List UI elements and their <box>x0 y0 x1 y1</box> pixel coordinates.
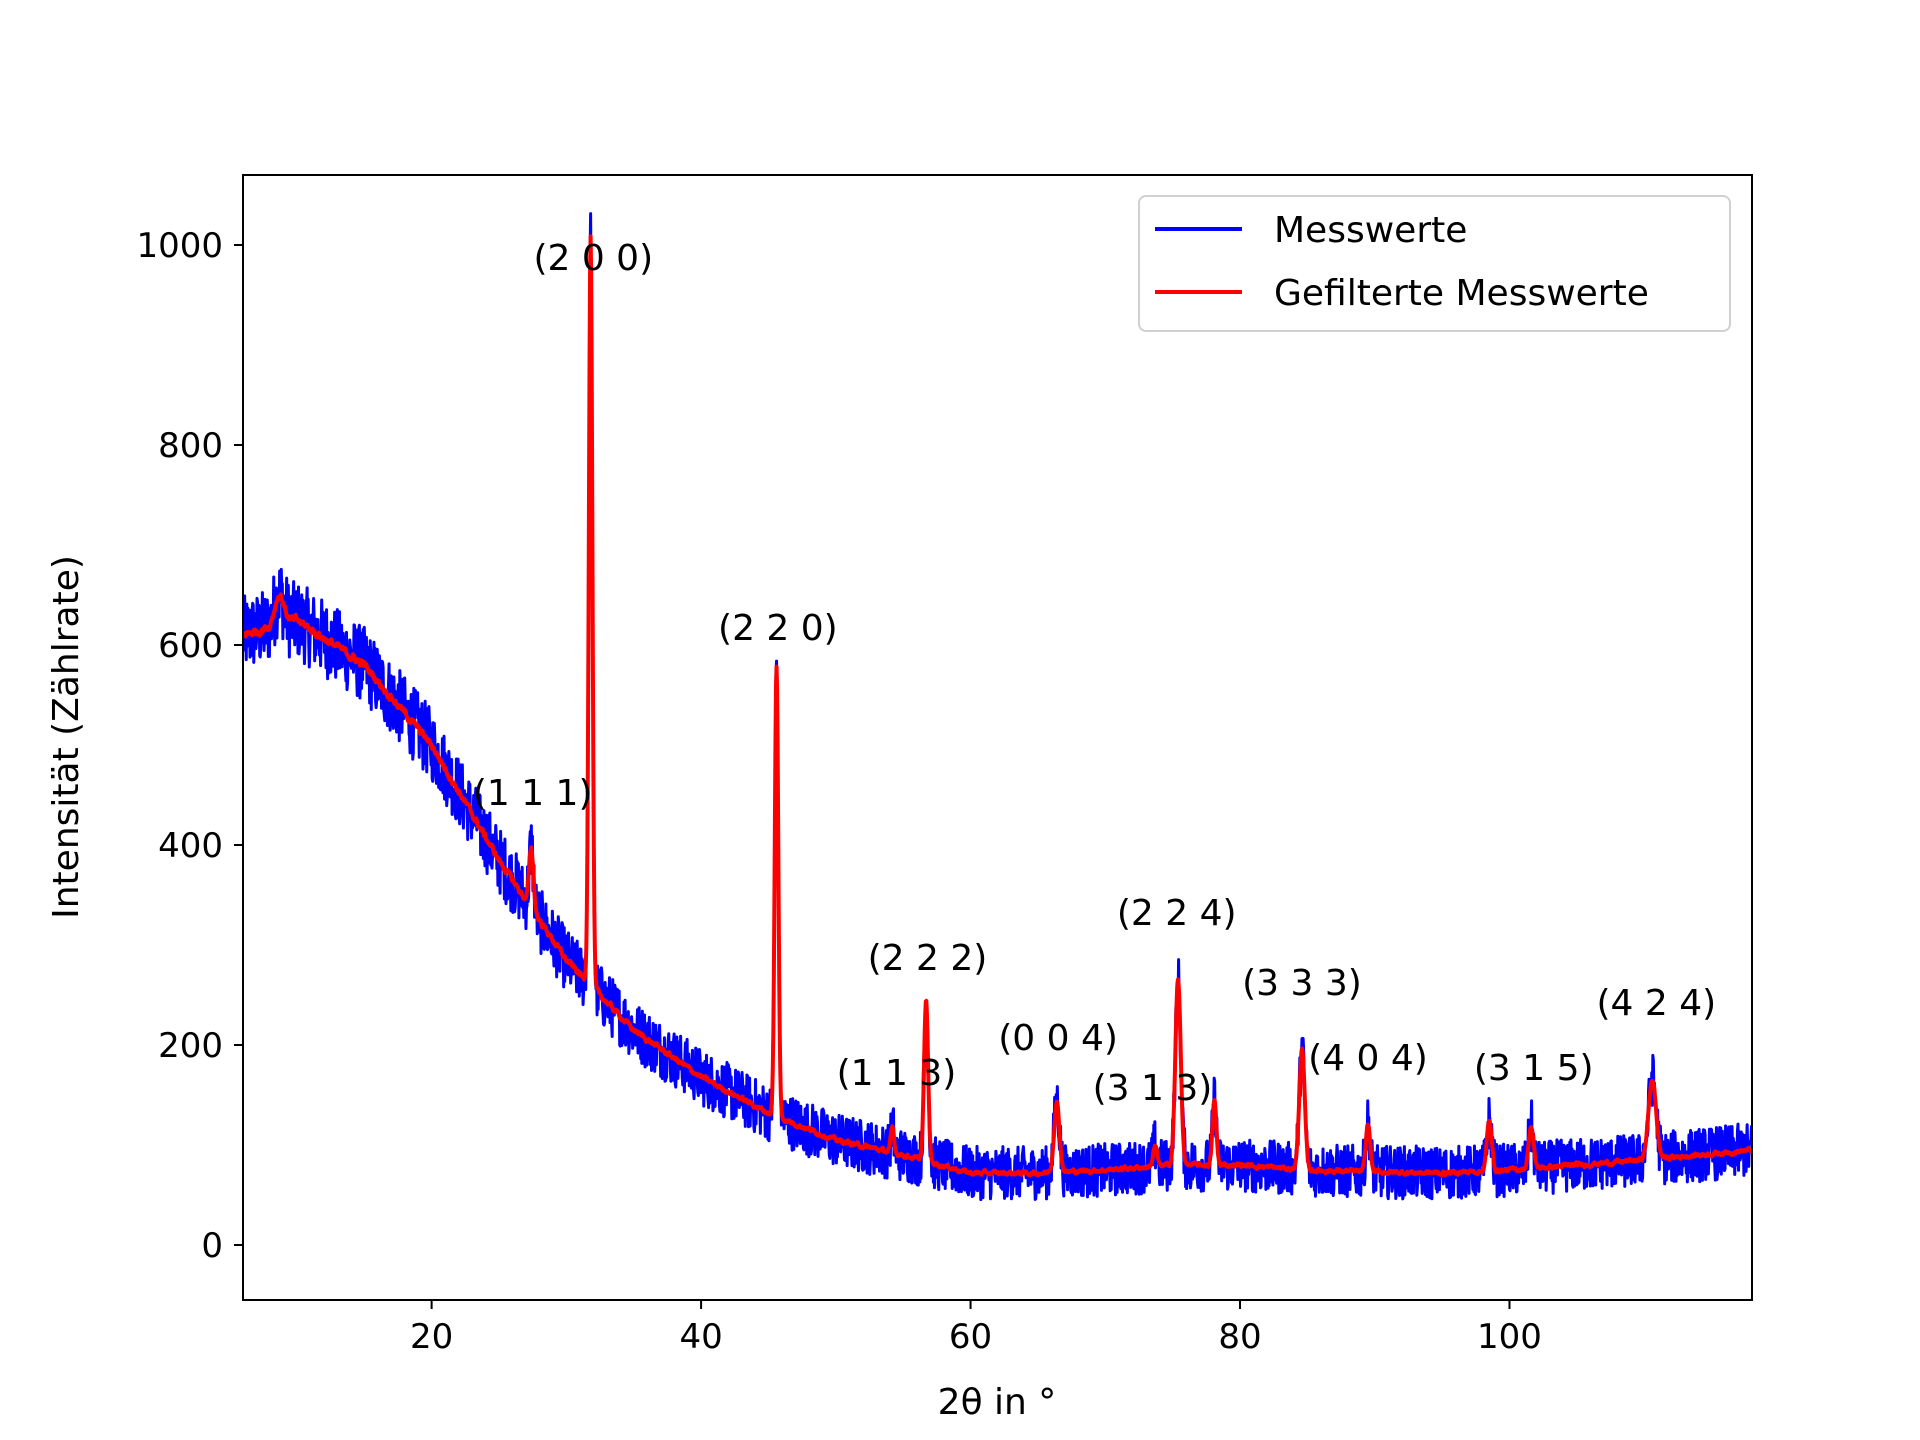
plot-frame <box>242 174 1753 1301</box>
legend: Messwerte Gefilterte Messwerte <box>1138 195 1731 332</box>
series-line-gefilterte-messwerte <box>243 234 1752 1178</box>
peak-label: (2 2 2) <box>868 938 988 979</box>
y-tick-label: 1000 <box>136 226 223 266</box>
legend-frame <box>1138 195 1731 332</box>
peak-label: (1 1 1) <box>473 773 593 814</box>
series-line-messwerte <box>243 212 1752 1202</box>
x-tick-label: 20 <box>410 1317 453 1357</box>
y-tick-label: 200 <box>158 1026 223 1066</box>
y-axis-label: Intensität (Zählrate) <box>46 555 87 919</box>
x-tick-label: 100 <box>1477 1317 1542 1357</box>
legend-label-gefilterte-messwerte: Gefilterte Messwerte <box>1274 273 1649 314</box>
x-axis-ticks: 20 40 60 80 100 <box>410 1300 1542 1357</box>
peak-label: (3 1 5) <box>1474 1048 1594 1089</box>
peak-label: (2 2 4) <box>1117 893 1237 934</box>
y-tick-label: 400 <box>158 826 223 866</box>
peak-label: (0 0 4) <box>998 1018 1118 1059</box>
y-tick-label: 600 <box>158 626 223 666</box>
peak-label: (2 2 0) <box>718 608 838 649</box>
y-axis-ticks: 0 200 400 600 800 1000 <box>136 226 243 1266</box>
peak-label: (3 1 3) <box>1093 1068 1213 1109</box>
y-tick-label: 0 <box>201 1226 223 1266</box>
y-tick-label: 800 <box>158 426 223 466</box>
x-tick-label: 80 <box>1218 1317 1261 1357</box>
peak-label: (4 0 4) <box>1308 1038 1428 1079</box>
legend-label-messwerte: Messwerte <box>1274 210 1467 251</box>
peak-label: (3 3 3) <box>1242 963 1362 1004</box>
peak-label: (4 2 4) <box>1596 983 1716 1024</box>
peak-label: (2 0 0) <box>533 238 653 279</box>
x-tick-label: 60 <box>949 1317 992 1357</box>
peak-annotations: (2 0 0) (2 2 0) (1 1 1) (2 2 2) (1 1 3) (0 0 … <box>473 238 1716 1109</box>
x-tick-label: 40 <box>679 1317 722 1357</box>
peak-label: (1 1 3) <box>837 1053 957 1094</box>
x-axis-label: 2θ in ° <box>938 1382 1057 1423</box>
plot-area <box>243 212 1752 1202</box>
